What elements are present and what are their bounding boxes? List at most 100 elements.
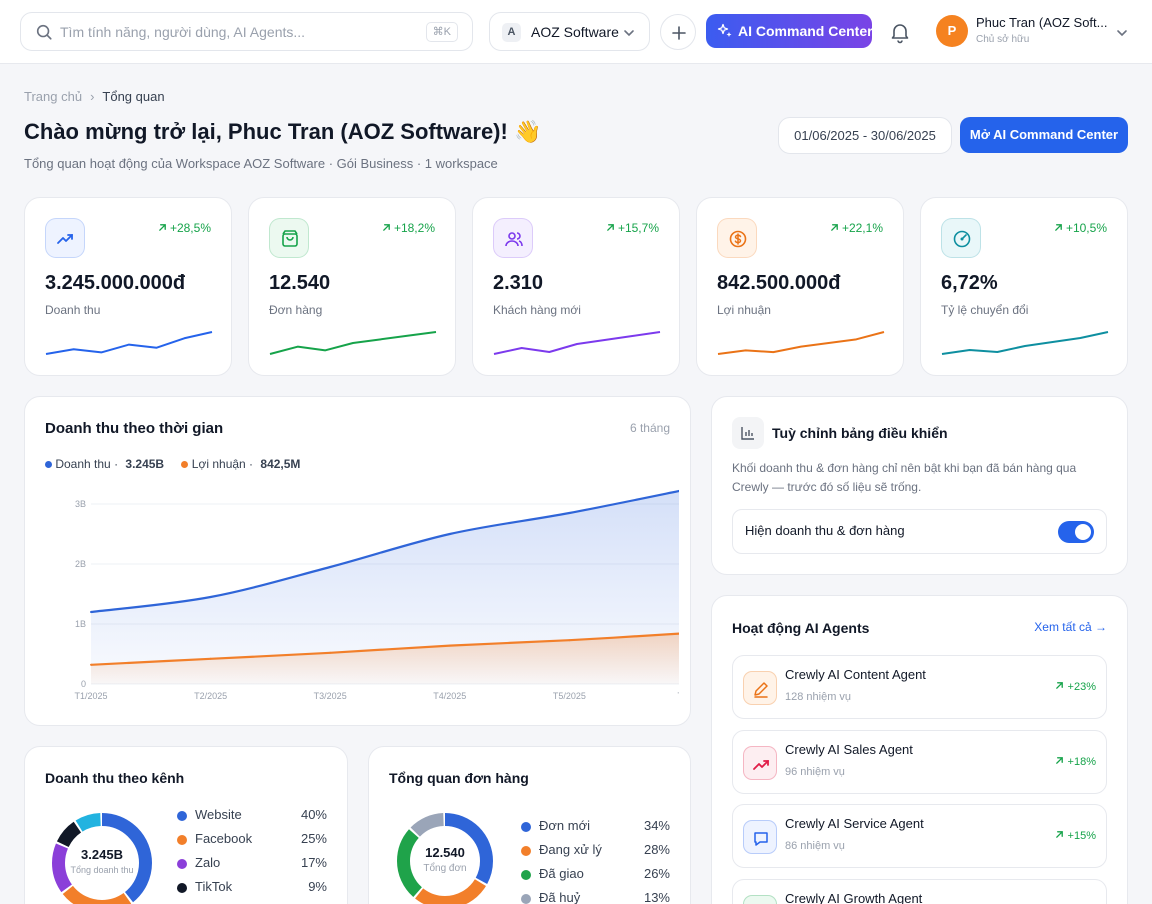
data-point (568, 639, 571, 642)
chevron-down-icon[interactable] (1116, 27, 1128, 39)
sparkline-path (717, 331, 885, 355)
search-placeholder: Tìm tính năng, người dùng, AI Agents... (60, 24, 306, 40)
series-line (90, 632, 679, 666)
open-ai-command-center-button[interactable]: Mở AI Command Center (960, 117, 1128, 153)
agent-delta: +18% (1055, 756, 1096, 768)
series-line (90, 489, 679, 614)
kpi-label: Khách hàng mới (493, 303, 581, 317)
customize-title: Tuỳ chỉnh bảng điều khiển (772, 425, 948, 441)
user-name[interactable]: Phuc Tran (AOZ Soft... (976, 15, 1108, 30)
legend-item: Đã giao 26% (521, 866, 670, 882)
legend-name: Zalo (195, 855, 221, 870)
ai-agents-card: Hoạt động AI Agents Xem tất cả → Crewly … (711, 595, 1128, 904)
pen-icon (743, 671, 777, 705)
customize-dashboard-card: Tuỳ chỉnh bảng điều khiển Khối doanh thu… (711, 396, 1128, 575)
agent-name: Crewly AI Content Agent (785, 667, 926, 682)
add-button[interactable] (660, 14, 696, 50)
breadcrumb-current: Tổng quan (102, 89, 165, 104)
legend-item: Website 40% (177, 807, 327, 823)
kpi-delta: +22,1% (830, 221, 883, 235)
legend-item: Đang xử lý 28% (521, 842, 670, 858)
legend-percent: 13% (643, 890, 670, 904)
agent-delta: +23% (1055, 681, 1096, 693)
agent-row[interactable]: Crewly AI Content Agent 128 nhiệm vụ +23… (732, 655, 1107, 719)
sparkles-icon (717, 23, 732, 37)
revenue-area-chart: 0 1B 2B 3B T1/2025 T2/2025 T3/2025 T4/2025 T5/20… (74, 489, 679, 701)
shopping-bag-icon (269, 218, 309, 258)
x-tick-label: T1/2025 (74, 691, 107, 701)
search-input[interactable]: Tìm tính năng, người dùng, AI Agents... … (20, 12, 473, 51)
y-tick-label: 0 (81, 679, 86, 689)
sparkline-path (941, 331, 1109, 355)
donut-slice (397, 813, 493, 904)
kpi-sparkline (269, 331, 437, 355)
agent-row[interactable]: Crewly AI Growth Agent (732, 878, 1107, 904)
legend-percent: 9% (308, 879, 327, 894)
kpi-card[interactable]: +15,7% 2.310 Khách hàng mới (472, 197, 680, 376)
legend-dot (45, 461, 52, 469)
x-tick-label: T4/2025 (433, 691, 466, 701)
kpi-value: 6,72% (941, 272, 998, 294)
chat-bubble-icon (743, 820, 777, 854)
chevron-down-icon (624, 30, 634, 37)
breadcrumb-home[interactable]: Trang chủ (24, 89, 83, 104)
user-role: Chủ sở hữu (976, 34, 1030, 45)
legend-item: TikTok 9% (177, 879, 327, 895)
donut-center-label: Tổng đơn (423, 863, 467, 874)
donut-center-value: 3.245B (81, 847, 123, 862)
donut-slice (52, 813, 152, 904)
see-all-link[interactable]: Xem tất cả → (1034, 620, 1107, 634)
sparkline-path (493, 331, 661, 355)
legend-revenue-total: 3.245B (125, 457, 165, 471)
show-revenue-toggle[interactable] (1058, 521, 1094, 543)
kpi-card[interactable]: +10,5% 6,72% Tỷ lệ chuyển đổi (920, 197, 1128, 376)
workspace-avatar: A (502, 23, 521, 42)
kpi-sparkline (45, 331, 213, 355)
legend-profit-name: Lợi nhuận (191, 457, 246, 471)
kpi-delta: +18,2% (382, 221, 435, 235)
kpi-card[interactable]: +28,5% 3.245.000.000đ Doanh thu (24, 197, 232, 376)
revenue-chart-range[interactable]: 6 tháng (629, 421, 670, 435)
bell-icon[interactable] (888, 20, 912, 44)
ai-command-center-button[interactable]: AI Command Center (706, 14, 873, 48)
revenue-chart-card: Doanh thu theo thời gian 6 tháng Doanh t… (24, 396, 691, 726)
kpi-label: Lợi nhuận (717, 303, 771, 317)
x-tick-label: T5/2025 (553, 691, 586, 701)
legend-percent: 28% (643, 842, 670, 857)
breadcrumb: Trang chủ › Tổng quan (24, 89, 165, 104)
dollar-coin-icon (717, 218, 757, 258)
agent-row[interactable]: Crewly AI Sales Agent 96 nhiệm vụ +18% (732, 729, 1107, 794)
revenue-chart-title: Doanh thu theo thời gian (45, 420, 224, 437)
agent-name: Crewly AI Sales Agent (785, 741, 913, 757)
data-point (90, 663, 92, 666)
customize-description-line: Khối doanh thu & đơn hàng chỉ nên bật kh… (732, 461, 1077, 475)
donut-slice (52, 813, 152, 904)
channel-revenue-title: Doanh thu theo kênh (45, 770, 185, 786)
legend-name: Facebook (195, 831, 253, 846)
legend-dot (521, 822, 531, 832)
legend-revenue-name: Doanh thu (55, 457, 111, 471)
workspace-switcher[interactable]: A AOZ Software (489, 12, 650, 51)
kpi-card[interactable]: +22,1% 842.500.000đ Lợi nhuận (696, 197, 904, 376)
y-tick-label: 3B (75, 499, 86, 509)
legend-dot (521, 870, 531, 880)
date-range-picker[interactable]: 01/06/2025 - 30/06/2025 (778, 117, 952, 154)
agent-name: Crewly AI Growth Agent (785, 890, 923, 904)
legend-dot (181, 461, 189, 469)
page-subtitle: Tổng quan hoạt động của Workspace AOZ So… (24, 156, 498, 171)
kpi-value: 842.500.000đ (717, 272, 841, 294)
legend-name: Đơn mới (539, 818, 590, 833)
x-tick-label: T2/2025 (194, 691, 227, 701)
kpi-card[interactable]: +18,2% 12.540 Đơn hàng (248, 197, 456, 376)
kpi-sparkline (941, 331, 1109, 355)
kpi-delta: +15,7% (606, 221, 659, 235)
user-avatar[interactable]: P (936, 15, 968, 47)
donut-center: 12.540 Tổng đơn (395, 845, 495, 874)
legend-percent: 40% (300, 807, 327, 822)
plus-icon (672, 26, 686, 40)
kpi-label: Doanh thu (45, 303, 101, 317)
ai-button-label: AI Command Center (738, 23, 873, 39)
agent-row[interactable]: Crewly AI Service Agent 86 nhiệm vụ +15% (732, 804, 1107, 868)
kpi-sparkline (493, 331, 661, 355)
customize-description: Khối doanh thu & đơn hàng chỉ nên bật kh… (732, 459, 1112, 497)
